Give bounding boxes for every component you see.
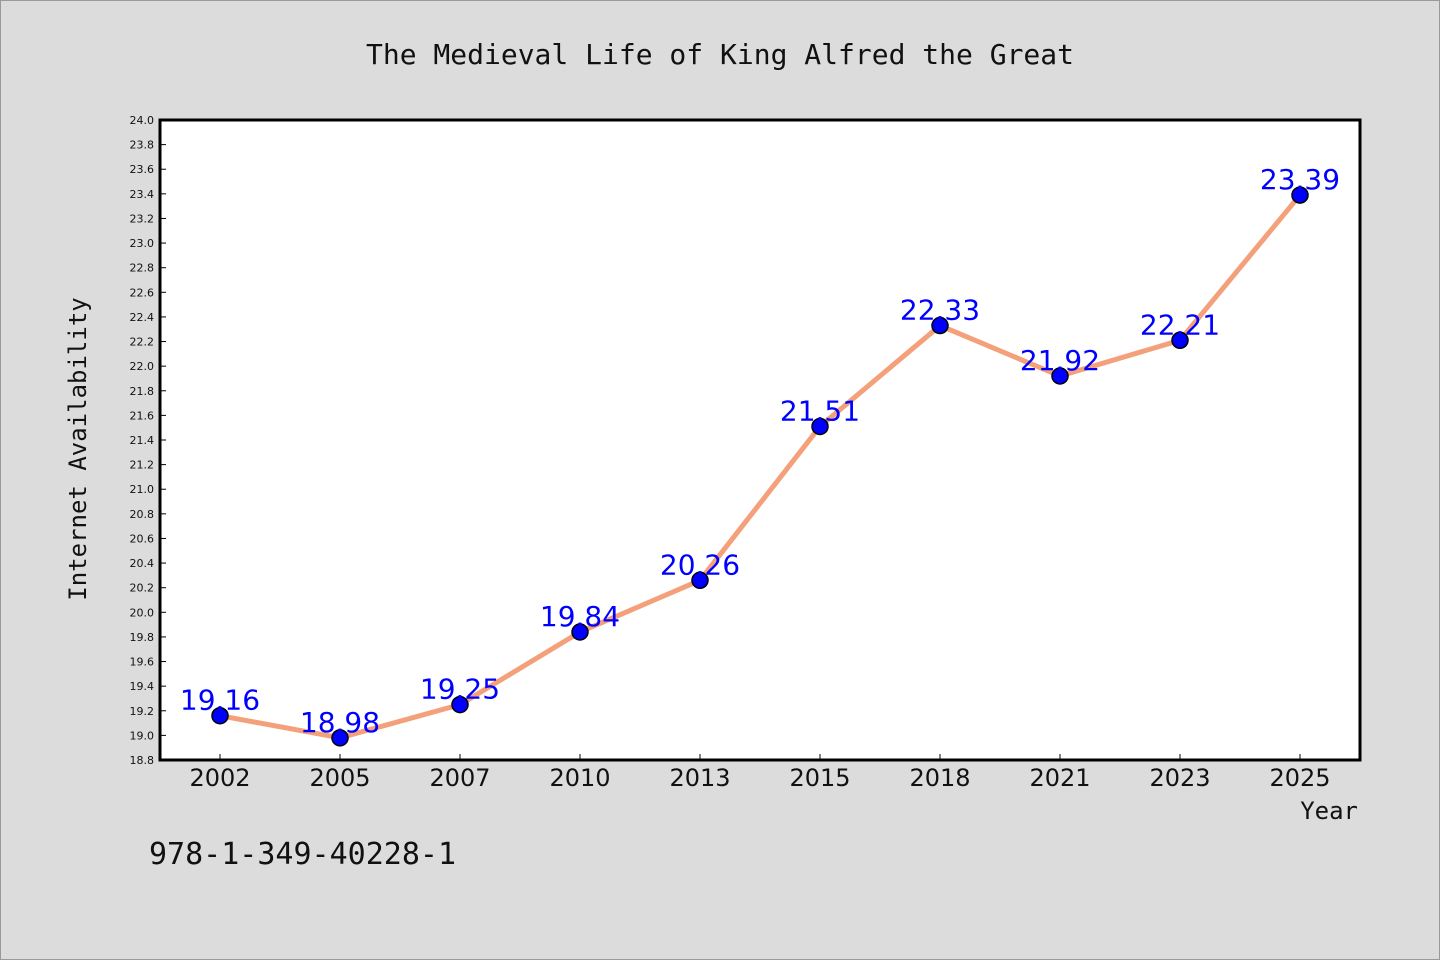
y-tick-label: 21.0 — [130, 483, 155, 496]
x-axis: 2002 2005 2007 2010 2013 2015 2018 2021 2023 2025 — [189, 754, 1331, 792]
x-tick-label: 2023 — [1149, 764, 1210, 792]
x-tick-label: 2007 — [429, 764, 490, 792]
data-point — [931, 316, 949, 335]
y-tick-label: 19.2 — [130, 705, 155, 718]
y-tick-label: 21.6 — [130, 409, 155, 422]
data-point — [331, 729, 349, 747]
x-tick-label: 2005 — [309, 764, 370, 792]
data-label: 21.92 — [1020, 344, 1100, 377]
series-group — [217, 192, 1303, 741]
y-tick-label: 21.2 — [130, 459, 155, 472]
data-point — [811, 417, 829, 436]
data-point — [1171, 331, 1189, 350]
x-tick-label: 2021 — [1029, 764, 1090, 792]
y-tick-label: 19.6 — [130, 656, 155, 669]
y-tick-label: 18.8 — [130, 754, 155, 767]
x-tick-label: 2018 — [909, 764, 970, 792]
x-tick-label: 2013 — [669, 764, 730, 792]
y-tick-label: 20.8 — [130, 508, 155, 521]
y-axis-title: Internet Availability — [64, 297, 92, 600]
x-tick-label: 2015 — [789, 764, 850, 792]
data-point — [571, 623, 589, 641]
y-tick-label: 20.0 — [130, 606, 155, 619]
data-label: 21.51 — [780, 394, 860, 427]
data-point — [1291, 186, 1309, 204]
y-tick-label: 22.2 — [130, 336, 155, 349]
data-label: 19.16 — [180, 684, 260, 717]
data-label: 18.98 — [300, 706, 380, 739]
data-label: 20.26 — [660, 548, 740, 581]
data-label: 22.21 — [1140, 308, 1220, 341]
data-label: 23.39 — [1260, 163, 1340, 196]
y-tick-label: 22.6 — [130, 286, 155, 299]
y-tick-label: 24.0 — [130, 114, 155, 127]
y-tick-label: 20.4 — [130, 557, 155, 570]
markers-group — [211, 186, 1309, 747]
data-label: 19.84 — [540, 600, 620, 633]
x-tick-label: 2010 — [549, 764, 610, 792]
y-tick-label: 19.8 — [130, 631, 155, 644]
y-tick-label: 20.2 — [130, 582, 155, 595]
data-point — [691, 571, 709, 590]
y-tick-label: 22.8 — [130, 262, 155, 275]
y-tick-label: 21.4 — [130, 434, 155, 447]
x-tick-label: 2002 — [189, 764, 250, 792]
plot-area — [158, 118, 1362, 762]
data-labels-group: 19.16 18.98 19.25 19.84 20.26 21.51 22.33 21.92… — [180, 163, 1340, 739]
y-tick-label: 23.2 — [130, 212, 155, 225]
x-tick-label: 2025 — [1269, 764, 1330, 792]
y-axis: 18.8 19.0 19.2 19.4 19.6 19.8 20.0 20.2 20.4 20.6… — [130, 114, 166, 767]
y-tick-label: 22.4 — [130, 311, 155, 324]
y-tick-label: 21.8 — [130, 385, 155, 398]
footer-text: 978-1-349-40228-1 — [149, 837, 456, 872]
y-tick-label: 19.0 — [130, 729, 155, 742]
y-tick-label: 23.0 — [130, 237, 155, 250]
y-tick-label: 23.8 — [130, 139, 155, 152]
chart-title: The Medieval Life of King Alfred the Gre… — [366, 38, 1074, 71]
y-tick-label: 22.0 — [130, 360, 155, 373]
y-tick-label: 23.4 — [130, 188, 155, 201]
x-axis-title: Year — [1300, 797, 1358, 825]
y-tick-label: 23.6 — [130, 163, 155, 176]
series-line — [217, 192, 1303, 741]
data-point — [211, 706, 229, 725]
data-label: 19.25 — [420, 673, 500, 706]
data-label: 22.33 — [900, 294, 980, 327]
y-tick-label: 20.6 — [130, 532, 155, 545]
data-point — [451, 695, 469, 714]
y-tick-label: 19.4 — [130, 680, 155, 693]
data-point — [1051, 367, 1069, 385]
